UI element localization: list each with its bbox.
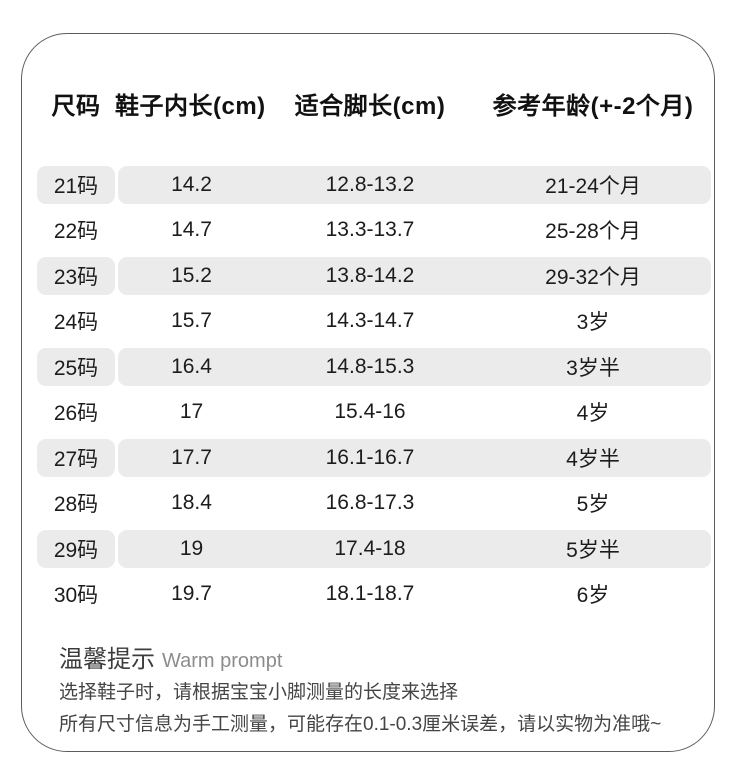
size-cell: 22码 [53, 220, 99, 244]
size-cell: 27码 [37, 438, 115, 477]
inner-length-cell: 15.2 [171, 263, 212, 287]
size-cell: 28码 [53, 493, 99, 517]
foot-length-cell: 12.8-13.2 [325, 172, 415, 196]
inner-length-cell: 19 [179, 536, 204, 560]
age-cell: 5岁 [576, 493, 610, 517]
size-cell: 23码 [37, 256, 115, 295]
age-cell: 4岁半 [566, 447, 620, 471]
table-row: 26码 17 15.4-16 4岁 [37, 390, 711, 436]
note-line-2: 所有尺寸信息为手工测量，可能存在0.1-0.3厘米误差，请以实物为准哦~ [59, 714, 662, 735]
foot-length-cell: 13.3-13.7 [325, 218, 415, 242]
age-cell: 3岁半 [566, 356, 620, 380]
table-row: 21码 14.2 12.8-13.2 21-24个月 [37, 162, 711, 208]
size-table: 21码 14.2 12.8-13.2 21-24个月 22码 14.7 13.3… [37, 162, 711, 617]
age-cell: 3岁 [576, 311, 610, 335]
foot-length-cell: 16.1-16.7 [325, 445, 415, 469]
age-cell: 29-32个月 [545, 265, 641, 289]
foot-length-cell: 14.8-15.3 [325, 354, 415, 378]
inner-length-cell: 14.2 [171, 172, 212, 196]
inner-length-cell: 16.4 [171, 354, 212, 378]
table-row: 30码 19.7 18.1-18.7 6岁 [37, 572, 711, 618]
note-line-1: 选择鞋子时，请根据宝宝小脚测量的长度来选择 [59, 682, 459, 703]
inner-length-cell: 19.7 [171, 582, 212, 606]
size-cell: 24码 [53, 311, 99, 335]
inner-length-cell: 15.7 [171, 309, 212, 333]
foot-length-cell: 18.1-18.7 [325, 582, 415, 606]
table-row: 27码 17.7 16.1-16.7 4岁半 [37, 435, 711, 481]
age-cell: 6岁 [576, 584, 610, 608]
size-cell: 26码 [53, 402, 99, 426]
table-header: 尺码 鞋子内长(cm) 适合脚长(cm) 参考年龄(+-2个月) [37, 86, 711, 120]
table-row: 24码 15.7 14.3-14.7 3岁 [37, 299, 711, 345]
size-cell: 30码 [53, 584, 99, 608]
age-cell: 21-24个月 [545, 174, 641, 198]
size-cell: 25码 [37, 347, 115, 386]
foot-length-cell: 13.8-14.2 [325, 263, 415, 287]
inner-length-cell: 14.7 [171, 218, 212, 242]
inner-length-cell: 18.4 [171, 491, 212, 515]
inner-length-cell: 17 [179, 400, 204, 424]
size-cell: 29码 [37, 529, 115, 568]
table-row: 23码 15.2 13.8-14.2 29-32个月 [37, 253, 711, 299]
age-cell: 25-28个月 [545, 220, 641, 244]
foot-length-cell: 17.4-18 [334, 536, 406, 560]
foot-length-cell: 16.8-17.3 [325, 491, 415, 515]
notes-section: 温馨提示 Warm prompt 选择鞋子时，请根据宝宝小脚测量的长度来选择 所有… [59, 645, 714, 740]
header-age: 参考年龄(+-2个月) [492, 93, 694, 120]
foot-length-cell: 14.3-14.7 [325, 309, 415, 333]
notes-title-en: Warm prompt [162, 650, 283, 672]
table-row: 25码 16.4 14.8-15.3 3岁半 [37, 344, 711, 390]
size-cell: 21码 [37, 165, 115, 204]
table-row: 29码 19 17.4-18 5岁半 [37, 526, 711, 572]
size-chart-card: 尺码 鞋子内长(cm) 适合脚长(cm) 参考年龄(+-2个月) 21码 14.… [21, 33, 715, 752]
foot-length-cell: 15.4-16 [334, 400, 406, 424]
inner-length-cell: 17.7 [171, 445, 212, 469]
notes-title: 温馨提示 Warm prompt [59, 645, 714, 676]
notes-title-cn: 温馨提示 [59, 646, 155, 673]
header-size: 尺码 [51, 93, 101, 120]
age-cell: 4岁 [576, 402, 610, 426]
table-row: 28码 18.4 16.8-17.3 5岁 [37, 481, 711, 527]
table-row: 22码 14.7 13.3-13.7 25-28个月 [37, 208, 711, 254]
age-cell: 5岁半 [566, 538, 620, 562]
header-foot-length: 适合脚长(cm) [294, 93, 446, 120]
header-inner-length: 鞋子内长(cm) [115, 93, 266, 120]
